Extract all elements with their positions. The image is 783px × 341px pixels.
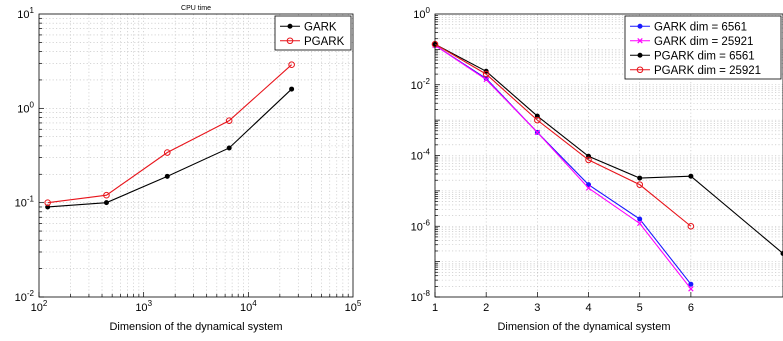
dot-marker [637,23,643,29]
x-tick-label: 103 [135,299,152,314]
circle-marker [163,149,171,156]
dot-marker [586,182,592,188]
y-tick-label: 10-2 [411,77,431,92]
x-tick-label: 2 [483,302,489,314]
y-tick-label: 10-1 [15,195,35,210]
circle-marker [534,116,541,124]
legend-box [624,15,782,80]
legend-label: PGARK [304,36,345,48]
x-tick-label: 105 [345,299,362,314]
dot-marker [289,86,295,92]
x-tick-label: 104 [240,299,257,314]
legend-label: GARK dim = 25921 [654,36,753,48]
x-marker [483,76,489,83]
dot-marker [287,23,293,29]
circle-marker [636,181,644,188]
grid [39,14,353,297]
dot-marker [688,281,694,287]
legend[interactable]: GARK dim = 6561 GARK dim = 25921 PGARK dim… [624,15,782,80]
legend-label: PGARK dim = 6561 [654,50,755,62]
legend[interactable]: GARK PGARK [274,15,352,51]
circle-marker [687,222,695,230]
x-tick-label: 1 [432,302,438,314]
legend-item[interactable]: PGARK [280,36,345,48]
dot-marker [637,52,643,58]
circle-marker [585,156,592,164]
x-marker [636,220,643,227]
x-tick-label: 4 [585,302,591,314]
y-tick-label: 10-4 [411,148,431,163]
series-line [434,43,692,227]
dot-marker [637,175,643,181]
x-tick-label: 5 [637,302,643,314]
circle-marker [225,117,233,124]
series-line [47,64,292,204]
plot-lines [44,61,295,210]
cpu-time-chart: CPU time 102 103 104 105 10-2 10-1 100 101 Dime… [15,5,362,333]
circle-marker [286,37,294,45]
legend-label: GARK [304,21,337,33]
circle-marker [288,61,295,69]
y-tick-label: 10-6 [411,218,431,233]
legend-label: GARK dim = 6561 [654,21,747,33]
axis-ticks: 1 2 3 4 5 6 10-8 10-6 10-4 10-2 100 [411,6,694,314]
axis-ticks: 102 103 104 105 10-2 10-1 100 101 [15,6,362,314]
error-convergence-chart: 1 2 3 4 5 6 10-8 10-6 10-4 10-2 100 Dimension of t… [411,6,783,333]
series-line [434,44,692,285]
x-tick-label: 3 [534,302,540,314]
series-line [434,44,692,290]
x-marker [585,185,592,191]
legend-item[interactable]: PGARK dim = 6561 [630,50,755,62]
dot-marker [164,173,170,179]
legend-item[interactable]: PGARK dim = 25921 [630,65,761,77]
circle-marker [44,199,51,206]
y-tick-label: 100 [17,100,34,115]
x-tick-label: 6 [688,302,694,314]
x-marker [688,286,694,292]
x-marker [534,129,541,136]
circle-marker [482,70,490,78]
x-tick-label: 102 [31,299,48,314]
circle-marker [636,66,644,74]
x-marker [637,38,643,44]
plot-area-frame [38,13,354,298]
y-tick-label: 10-8 [411,289,431,304]
dot-marker [688,173,694,179]
legend-label: PGARK dim = 25921 [654,65,761,77]
x-axis-title: Dimension of the dynamical system [497,321,670,333]
circle-marker [103,191,110,199]
chart-title: CPU time [181,5,211,12]
dot-marker [226,145,232,151]
x-axis-title: Dimension of the dynamical system [109,321,282,333]
legend-item[interactable]: GARK dim = 6561 [630,21,747,33]
legend-item[interactable]: GARK [280,21,337,33]
dot-marker [103,200,109,206]
y-tick-label: 10-2 [15,289,35,304]
legend-box [274,15,352,51]
y-tick-label: 101 [17,6,34,21]
dot-marker [637,216,643,222]
y-tick-label: 100 [413,6,430,21]
legend-item[interactable]: GARK dim = 25921 [630,36,753,48]
